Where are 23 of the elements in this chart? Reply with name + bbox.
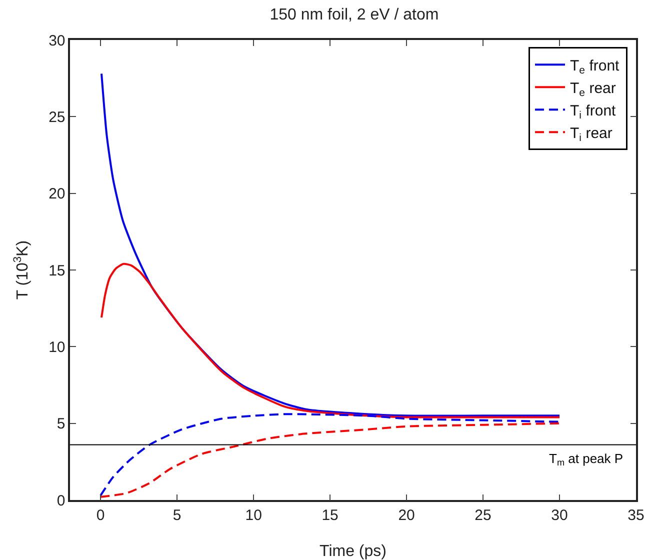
x-tick-label: 15 [322, 506, 338, 524]
y-tick-label: 25 [48, 108, 66, 126]
ref-line-label: T$_{m}$ at peak P [549, 451, 624, 468]
y-tick-label: 0 [56, 492, 66, 510]
x-tick-label: 30 [551, 506, 568, 524]
chart-title: 150 nm foil, 2 eV / atom [270, 6, 439, 24]
y-tick-label: 20 [48, 186, 66, 203]
legend-label: T$_{e}$ rear [570, 80, 616, 100]
y-tick-label: 10 [48, 338, 66, 356]
y-tick-label: 30 [48, 32, 66, 50]
x-tick-label: 10 [245, 506, 262, 524]
y-tick-label: 5 [56, 416, 66, 433]
legend-label: T$_{e}$ front [570, 58, 620, 77]
legend-label: T$_{i}$ front [570, 102, 617, 122]
line-series [100, 262, 561, 418]
x-tick-label: 25 [474, 506, 492, 524]
x-tick-label: 35 [628, 506, 644, 524]
y-tick-label: 15 [48, 262, 66, 280]
legend-label: T$_{i}$ rear [570, 125, 612, 144]
x-axis-title: Time (ps) [320, 543, 386, 560]
x-tick-label: 20 [398, 506, 415, 524]
x-tick-label: 5 [172, 506, 182, 524]
x-tick-label: 0 [96, 506, 105, 524]
